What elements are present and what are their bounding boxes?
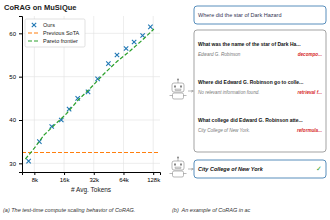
grid-line-x (93, 16, 94, 172)
x-axis-line (23, 173, 161, 176)
step-tag: reformula... (297, 128, 322, 133)
robot-eye (180, 164, 182, 166)
robot-eye (180, 86, 182, 88)
robot-icon (170, 157, 187, 178)
robot-eye (174, 164, 176, 166)
grid-line-x (123, 16, 124, 172)
step-answer: Edward G. Robinson (198, 52, 241, 57)
x-tick-mark (64, 172, 65, 175)
x-tick-mark (123, 172, 124, 175)
robot-eye (174, 86, 176, 88)
y-tick-label: 60 (9, 31, 16, 37)
y-tick-label: 30 (9, 161, 16, 167)
plot-area (22, 16, 160, 172)
captions: (a) The test-time compute scaling behavi… (3, 207, 251, 213)
caption: (b) An example of CoRAG in ac (172, 207, 251, 213)
y-tick-label: 50 (9, 74, 16, 80)
robot-arm (170, 95, 173, 96)
x-tick-label: 128k (147, 177, 161, 183)
x-tick: 8k (32, 172, 39, 183)
legend-label: Ours (43, 22, 55, 28)
grid-line-y (22, 76, 160, 77)
robot-antenna-ball (177, 157, 179, 159)
query-text: Where did the star of Dark Hazard (198, 12, 281, 18)
x-tick-mark (34, 172, 35, 175)
x-tick-mark (153, 172, 154, 175)
connector-arrow (188, 91, 193, 92)
robot-antenna-ball (177, 79, 179, 81)
robot-mouth (175, 167, 181, 169)
y-tick: 60 (9, 31, 22, 37)
grid-line-y (22, 120, 160, 121)
legend: Ours Previous SoTA Pareto frontier (25, 19, 85, 47)
content-box (194, 30, 326, 152)
step-answer: City College of New York. (198, 128, 250, 133)
answer-box (194, 160, 326, 178)
caption: (a) The test-time compute scaling behavi… (3, 207, 135, 213)
step-answer: No relevant information found. (198, 90, 260, 95)
y-tick-mark (19, 163, 22, 164)
x-axis-title: # Avg. Tokens (71, 186, 112, 194)
scatter-point (124, 46, 128, 50)
y-tick-mark (19, 77, 22, 78)
reference-line (22, 152, 160, 153)
legend-swatch (28, 32, 40, 33)
robot-head (172, 161, 184, 170)
final-answer: City College of New York (198, 166, 264, 172)
legend-label: Previous SoTA (43, 30, 80, 36)
step-tag: retrieval f... (297, 90, 322, 95)
scatter-point (140, 33, 144, 37)
check-mark: ✓ (316, 165, 322, 173)
step-question: What was the name of the star of Dark Ha… (198, 41, 301, 47)
scatter-point (106, 61, 110, 65)
robot-arm (184, 95, 187, 96)
x-axis: 8k 16k 32k 64k 128k (23, 172, 162, 183)
line-series (25, 29, 153, 159)
y-tick-mark (19, 33, 22, 34)
x-tick: 16k (60, 172, 71, 183)
robot-head (172, 83, 184, 92)
grid-line-x (153, 16, 154, 172)
scatter-point (148, 25, 152, 29)
connector-arrow (188, 169, 193, 170)
robot-arm (170, 173, 173, 174)
illustration: Where did the star of Dark Hazard What wa… (170, 6, 327, 178)
x-tick-mark (94, 172, 95, 175)
robot-body (173, 171, 184, 177)
y-tick: 30 (9, 161, 22, 167)
x-tick: 32k (89, 172, 100, 183)
robot-arm (184, 173, 187, 174)
x-tick-label: 32k (89, 177, 100, 183)
y-tick-label: 40 (9, 117, 16, 123)
grid-line-y (22, 163, 160, 164)
legend-swatch (28, 40, 40, 41)
legend-box (25, 19, 85, 47)
y-tick: 40 (9, 117, 22, 123)
step-question: What college did Edward G. Robinson atte… (198, 117, 303, 123)
query-box (194, 6, 326, 24)
y-axis-line (19, 17, 23, 173)
legend-label: Pareto frontier (43, 38, 78, 44)
x-tick-label: 16k (60, 177, 71, 183)
robot-icon (170, 79, 187, 100)
x-tick: 64k (119, 172, 130, 183)
step-question: Where did Edward G. Robinson go to colle… (198, 79, 304, 85)
title: CoRAG on MuSiQue (4, 3, 77, 12)
y-tick: 50 (9, 74, 22, 80)
figure: 8k 16k 32k 64k 128k 30 40 50 60 CoRAG on MuSiQue #… (0, 0, 330, 220)
robot-body (173, 93, 184, 99)
legend-swatch (32, 23, 36, 27)
step-tag: decompo... (298, 52, 322, 57)
scatter-point (132, 40, 136, 44)
scatter-point (26, 159, 30, 163)
y-tick-mark (19, 120, 22, 121)
grid (22, 16, 160, 172)
x-tick-label: 64k (119, 177, 130, 183)
robot-mouth (175, 89, 181, 91)
scatter-point (115, 53, 119, 57)
x-tick: 128k (147, 172, 161, 183)
y-axis: 30 40 50 60 (9, 17, 22, 173)
x-tick-label: 8k (32, 177, 39, 183)
